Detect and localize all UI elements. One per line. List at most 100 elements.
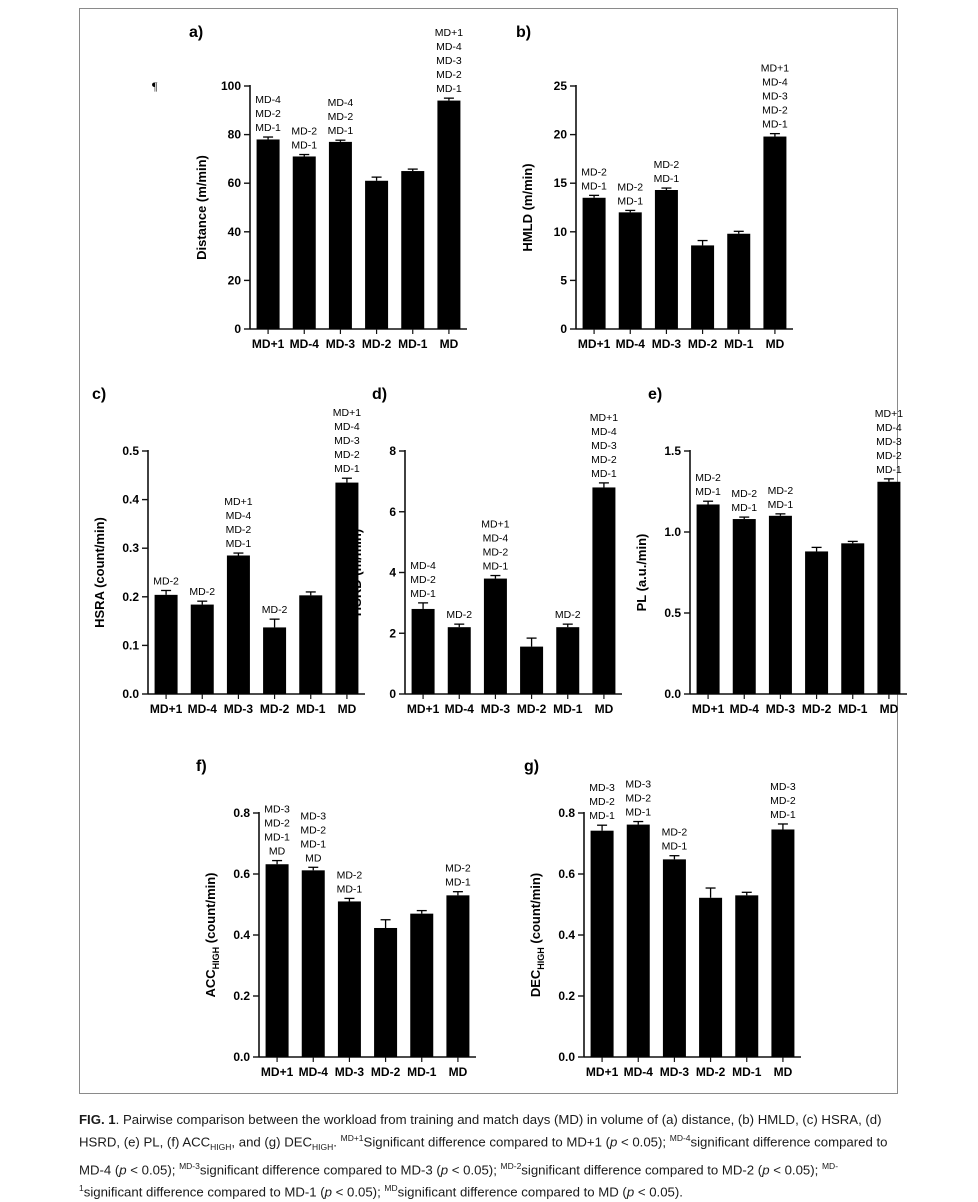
panel-c-annotation-mdplus1: MD-2 (153, 575, 179, 587)
panel-a-bar-mdplus1 (256, 139, 280, 329)
panel-b-annotation-md: MD-1 (762, 119, 788, 131)
panel-d-annotation-md-3: MD-2 (483, 547, 509, 559)
panel-g-bar-md-3 (662, 859, 686, 1057)
panel-c-annotation-md: MD-3 (334, 435, 360, 447)
panel-e-annotation-md-3: MD-1 (768, 499, 794, 511)
caption-p-value: < 0.05) (769, 1162, 815, 1178)
panel-a-annotation-md: MD-4 (436, 41, 462, 53)
panel-d-x-tick-label-md-4: MD-4 (445, 702, 475, 716)
panel-c-y-tick-label: 0.5 (122, 444, 139, 458)
panel-d-bar-md-2 (520, 646, 544, 694)
panel-a-x-tick-label-md: MD (440, 337, 459, 351)
panel-e-bar-mdplus1 (696, 504, 720, 694)
panel-a-x-tick-label-mdplus1: MD+1 (252, 337, 285, 351)
caption-sup-md-2: MD-2 (500, 1161, 522, 1172)
panel-b-y-tick-label: 25 (554, 79, 568, 93)
panel-b-annotation-md: MD-3 (762, 91, 788, 103)
panel-e-annotation-md-3: MD-2 (768, 485, 794, 497)
caption-p-value: < 0.05) (617, 1134, 663, 1150)
panel-g-annotation-md-4: MD-3 (625, 779, 651, 791)
panel-g-letter: g) (524, 758, 539, 775)
panel-f-annotation-md: MD-2 (445, 863, 471, 875)
panel-a-annotation-mdplus1: MD-2 (255, 108, 281, 120)
panel-d-y-tick-label: 0 (389, 687, 396, 701)
caption-sep: ; (662, 1134, 670, 1150)
caption-acc-sub: HIGH (210, 1142, 232, 1153)
panel-a-annotation-mdplus1: MD-4 (255, 94, 281, 106)
panel-c-y-axis-title: HSRA (count/min) (92, 517, 107, 628)
panel-b-bar-md-4 (618, 212, 642, 329)
panel-g-y-tick-label: 0.8 (558, 806, 575, 820)
panel-f-x-tick-label-mdplus1: MD+1 (261, 1065, 294, 1079)
panel-e-x-tick-label-md: MD (880, 702, 899, 716)
panel-b-x-tick-label-md-2: MD-2 (688, 337, 718, 351)
caption-sup-md-1: MD-1 (79, 1161, 839, 1194)
panel-e-x-tick-label-mdplus1: MD+1 (692, 702, 725, 716)
caption-p: p (762, 1162, 770, 1178)
panel-b-annotation-md: MD+1 (761, 63, 789, 75)
panel-c-bar-mdplus1 (154, 594, 178, 694)
caption-text-md-2: significant difference compared to MD-2 … (521, 1162, 763, 1178)
caption-sep: ; (377, 1184, 385, 1200)
panel-e-y-tick-label: 0.5 (664, 606, 681, 620)
panel-d-annotation-mdplus1: MD-2 (410, 574, 436, 586)
caption-text-md: significant difference compared to MD ( (397, 1184, 627, 1200)
caption-sep: ; (493, 1162, 501, 1178)
panel-d-bar-md-4 (447, 627, 471, 694)
panel-e-bar-md-4 (732, 519, 756, 694)
panel-f-bar-md (446, 895, 470, 1057)
panel-a-y-tick-label: 0 (234, 322, 241, 336)
panel-e-annotation-md-4: MD-2 (731, 488, 757, 500)
panel-e-letter: e) (648, 386, 662, 403)
panel-b-annotation-md-4: MD-2 (617, 181, 643, 193)
caption-text-md-4: significant difference compared to MD-4 … (79, 1134, 888, 1178)
panel-f-annotation-md-4: MD-2 (300, 824, 326, 836)
panel-a-letter: a) (189, 24, 203, 41)
caption-p: p (609, 1134, 618, 1150)
panel-a-annotation-md-4: MD-1 (291, 140, 317, 152)
panel-g-annotation-mdplus1: MD-3 (589, 782, 615, 794)
caption-p: p (440, 1162, 449, 1178)
panel-d-bar-md-1 (556, 627, 580, 694)
panel-g-annotation-md: MD-1 (770, 809, 796, 821)
panel-e-annotation-md: MD-3 (876, 436, 902, 448)
caption-sup-md-4: MD-4 (669, 1133, 691, 1143)
panel-g-bar-md (771, 829, 795, 1057)
panel-e-bar-md-3 (768, 515, 792, 694)
caption-p: p (119, 1162, 127, 1178)
panel-d-bar-mdplus1 (411, 608, 435, 694)
panel-g-y-tick-label: 0.0 (558, 1050, 575, 1064)
panel-g-x-tick-label-md-3: MD-3 (660, 1065, 690, 1079)
panel-b-x-tick-label-mdplus1: MD+1 (578, 337, 611, 351)
panel-g-y-tick-label: 0.6 (558, 867, 575, 881)
panel-c-x-tick-label-mdplus1: MD+1 (150, 702, 183, 716)
panel-c-annotation-md-4: MD-2 (189, 586, 215, 598)
panel-c-annotation-md-3: MD-2 (226, 524, 252, 536)
panel-g-annotation-md-4: MD-2 (625, 793, 651, 805)
panel-b-bar-mdplus1 (582, 197, 606, 329)
panel-f-bar-mdplus1 (265, 864, 289, 1057)
panel-g-annotation-md: MD-3 (770, 781, 796, 793)
panel-b-bar-md-1 (727, 233, 751, 329)
panel-f-annotation-mdplus1: MD-1 (264, 832, 290, 844)
panel-d-bar-md-3 (483, 578, 507, 694)
panel-f-y-tick-label: 0.8 (233, 806, 250, 820)
panel-e-y-axis-title: PL (a.u./min) (634, 534, 649, 612)
panel-a-annotation-mdplus1: MD-1 (255, 122, 281, 134)
panel-b-x-tick-label-md-1: MD-1 (724, 337, 754, 351)
panel-e-x-tick-label-md-2: MD-2 (802, 702, 832, 716)
panel-e-y-tick-label: 0.0 (664, 687, 681, 701)
panel-f-annotation-mdplus1: MD-3 (264, 804, 290, 816)
panel-a-annotation-md: MD-2 (436, 69, 462, 81)
panel-d-y-tick-label: 8 (389, 444, 396, 458)
panel-d-annotation-md-4: MD-2 (446, 609, 472, 621)
panel-d-x-tick-label-md-1: MD-1 (553, 702, 583, 716)
panel-f-x-tick-label-md-3: MD-3 (335, 1065, 365, 1079)
panel-a-bar-md-4 (292, 156, 316, 329)
panel-a-y-tick-label: 100 (221, 79, 241, 93)
panel-g-x-tick-label-md-2: MD-2 (696, 1065, 726, 1079)
panel-c-y-tick-label: 0.1 (122, 638, 139, 652)
panel-d-annotation-md: MD-3 (591, 440, 617, 452)
panel-g-x-tick-label-md-4: MD-4 (624, 1065, 654, 1079)
